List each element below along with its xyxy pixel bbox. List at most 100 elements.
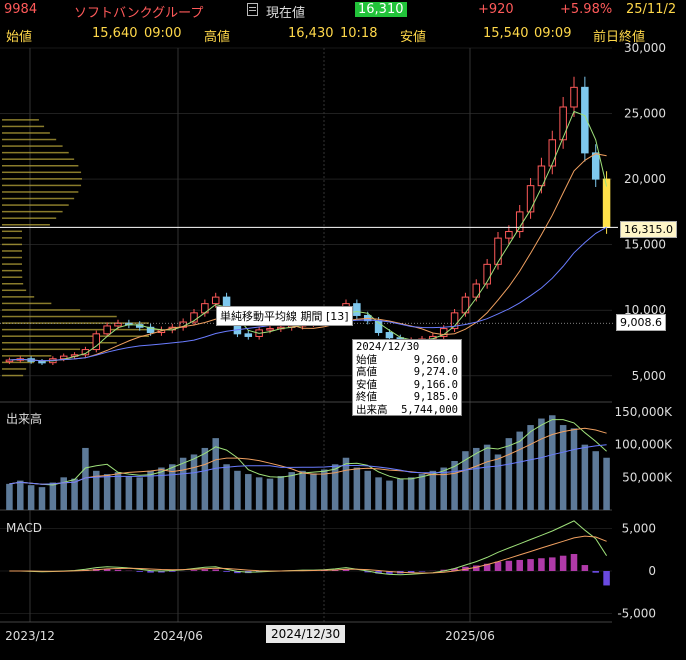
volume-profile-bar (2, 289, 27, 292)
macd-histogram-bar (234, 571, 241, 574)
volume-bar (386, 480, 393, 510)
open-time: 09:00 (144, 26, 182, 41)
candle (114, 322, 122, 327)
candle (537, 165, 546, 187)
volume-profile-bar (2, 269, 23, 272)
volume-profile-bar (2, 191, 79, 193)
open-label: 始値 (6, 30, 33, 45)
candle (190, 312, 198, 323)
volume-bar (93, 470, 100, 510)
high-time: 10:18 (340, 26, 378, 41)
volume-bar (71, 478, 78, 510)
low-value: 15,540 (483, 26, 529, 41)
volume-profile-bar (2, 296, 35, 298)
volume-bar (570, 428, 578, 510)
volume-bar (483, 444, 491, 510)
volume-bar (299, 470, 306, 510)
volume-bar (103, 474, 111, 510)
macd-histogram-bar (418, 571, 426, 572)
volume-bar (538, 418, 545, 510)
volume-average-line (9, 427, 607, 485)
volume-profile-bar (2, 145, 63, 147)
volume-bar (179, 457, 187, 510)
volume-bar (321, 469, 328, 510)
macd-histogram-bar (364, 571, 371, 573)
volume-tick-label: 150,000K (615, 405, 674, 419)
price-change: +920 (478, 2, 514, 17)
price-tick-label: 10,000 (624, 303, 666, 317)
volume-bar (169, 464, 176, 510)
candle (483, 263, 491, 285)
volume-profile-bar (2, 210, 63, 213)
volume-bar (353, 467, 361, 510)
volume-profile-bar (2, 315, 117, 318)
volume-bar (147, 470, 154, 510)
volume-profile-bar (2, 348, 81, 351)
axis-labels: 2023/12 2024/06 2025/06 5,000 10,000 15,000 20… (5, 41, 673, 643)
header-row-ohlc: 始値 15,640 09:00 高値 16,430 10:18 安値 15,54… (0, 24, 686, 45)
stock-code[interactable]: 9984 (4, 2, 38, 17)
volume-bar (364, 470, 371, 510)
volume-bar (397, 478, 404, 510)
tooltip-row: 安値 9,166.0 (356, 378, 458, 391)
volume-profile-bar (2, 263, 23, 265)
price-tick-label: 20,000 (624, 172, 666, 186)
volume-bar (375, 477, 382, 510)
volume-profile-bar (2, 151, 69, 154)
volume-bar (451, 461, 458, 510)
candle (266, 328, 274, 331)
grid-lines (0, 47, 612, 623)
volume-bar (125, 476, 133, 510)
volume-bar (234, 470, 241, 510)
candle (548, 139, 557, 167)
macd-histogram-bar (169, 571, 176, 572)
macd-histogram-bar (494, 561, 502, 571)
x-tick-label: 2025/06 (445, 629, 495, 643)
volume-bar (331, 464, 339, 510)
volume-bar (38, 487, 46, 510)
candle (38, 360, 46, 364)
stock-name[interactable]: ソフトバンクグループ (74, 6, 204, 21)
price-tick-label: 30,000 (624, 41, 666, 55)
macd-histogram-bar (603, 571, 610, 586)
volume-profile-bar (2, 309, 81, 311)
volume-profile-bar (2, 237, 22, 239)
macd-tick-label: -5,000 (617, 607, 656, 621)
document-icon[interactable] (247, 3, 258, 16)
low-label: 安値 (400, 30, 427, 45)
high-label: 高値 (204, 30, 231, 45)
volume-bar (288, 472, 295, 510)
volume-profile-bar (2, 328, 162, 331)
volume-bar (549, 415, 556, 510)
candle (244, 333, 253, 337)
prev-close-label: 前日終値 (593, 30, 646, 45)
macd-histogram-bar (483, 563, 491, 571)
volume-profile-bar (2, 171, 82, 174)
volume-bar (310, 473, 317, 510)
ma-price-tag: 9,008.6 (616, 314, 666, 331)
current-price-label: 現在値 (266, 6, 306, 21)
tooltip-row: 高値 9,274.0 (356, 366, 458, 378)
volume-profile-bar (2, 243, 23, 246)
macd-histogram-bar (559, 555, 567, 571)
volume-bar (82, 447, 89, 510)
volume-bar (440, 467, 447, 510)
volume-bar (277, 476, 285, 510)
volume-bar (27, 485, 35, 510)
candle (146, 326, 155, 334)
macd-histogram-bar (440, 569, 447, 571)
volume-bar (581, 444, 589, 510)
volume-bar (266, 478, 274, 510)
ma-tooltip-label: 単純移動平均線 期間 [13] (216, 306, 353, 326)
volume-bar (255, 477, 263, 510)
volume-bar (49, 482, 57, 510)
candle (515, 211, 524, 233)
volume-profile-bar (2, 119, 39, 121)
candle (81, 349, 90, 356)
candle (472, 283, 481, 298)
volume-bar (603, 457, 610, 510)
volume-average-line (9, 444, 607, 485)
candle (505, 231, 513, 239)
cursor-date-label: 2024/12/30 (266, 625, 346, 643)
